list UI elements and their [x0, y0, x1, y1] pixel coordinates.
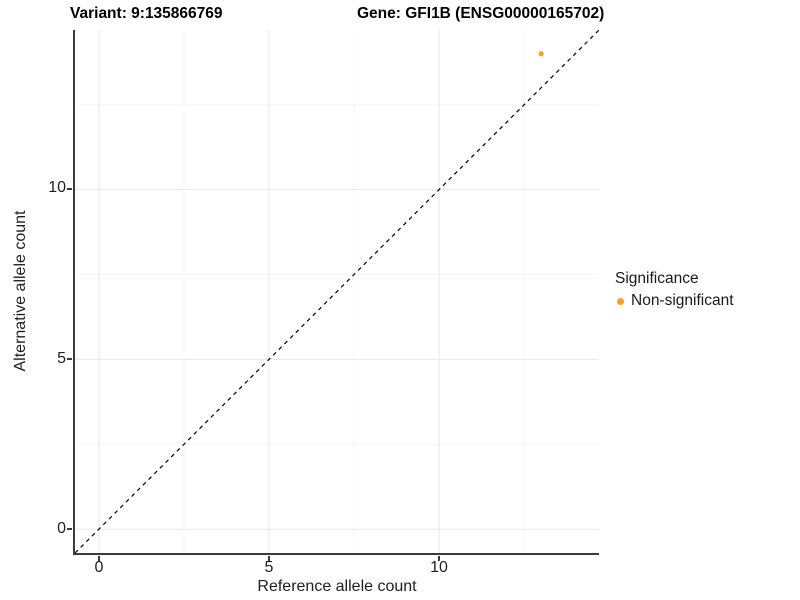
y-tick-label-0: 0: [57, 520, 66, 537]
y-tick-label-10: 10: [48, 179, 66, 196]
y-axis-line: [73, 30, 75, 555]
x-tick-label-5: 5: [264, 559, 274, 576]
y-axis-tick-5: [67, 358, 72, 360]
x-axis-title: Reference allele count: [257, 578, 417, 595]
identity-reference-line: [74, 29, 600, 554]
plot-panel: [74, 29, 600, 554]
legend-item-label: Non-significant: [631, 292, 734, 309]
legend-title: Significance: [615, 270, 699, 287]
x-tick-label-0: 0: [94, 559, 104, 576]
y-axis-title: Alternative allele count: [12, 210, 29, 372]
plot-area-svg: [74, 29, 600, 554]
data-point: [538, 51, 544, 57]
orange-dot-icon: [617, 297, 624, 305]
x-axis-tick-10: [438, 556, 440, 561]
x-axis-tick-5: [268, 556, 270, 561]
plot-title-gene: Gene: GFI1B (ENSG00000165702): [357, 5, 605, 22]
y-axis-tick-0: [67, 528, 72, 530]
legend: Significance Non-significant: [615, 270, 795, 310]
x-axis-line: [73, 553, 599, 555]
plot-title-variant: Variant: 9:135866769: [70, 5, 223, 22]
x-tick-label-10: 10: [430, 559, 448, 576]
y-tick-label-5: 5: [57, 350, 66, 367]
x-axis-tick-0: [98, 556, 100, 561]
y-axis-tick-10: [67, 188, 72, 190]
legend-item-non-significant: Non-significant: [615, 292, 795, 310]
